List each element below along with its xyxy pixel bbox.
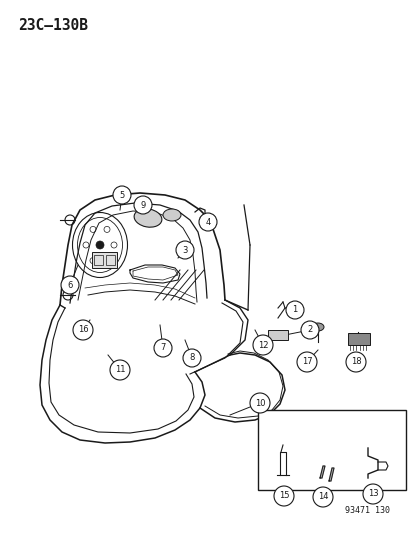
Text: 1: 1	[292, 305, 297, 314]
Circle shape	[300, 321, 318, 339]
Text: 8: 8	[189, 353, 194, 362]
Text: 15: 15	[278, 491, 289, 500]
Circle shape	[96, 241, 104, 249]
Circle shape	[249, 393, 269, 413]
Bar	[267, 330, 287, 340]
Circle shape	[285, 301, 303, 319]
Text: 12: 12	[257, 341, 268, 350]
Polygon shape	[328, 468, 333, 481]
Polygon shape	[319, 466, 324, 478]
Bar	[257, 410, 405, 490]
Bar	[92, 252, 117, 268]
Circle shape	[273, 486, 293, 506]
Circle shape	[113, 186, 131, 204]
Circle shape	[110, 360, 130, 380]
Text: 18: 18	[350, 358, 361, 367]
Text: 7: 7	[160, 343, 165, 352]
Text: 10: 10	[254, 399, 265, 408]
Ellipse shape	[311, 323, 323, 331]
Circle shape	[252, 335, 272, 355]
Ellipse shape	[163, 209, 180, 221]
Bar	[347, 333, 369, 345]
Text: 13: 13	[367, 489, 377, 498]
Text: 4: 4	[205, 217, 210, 227]
Circle shape	[296, 352, 316, 372]
Text: 3: 3	[182, 246, 187, 254]
Circle shape	[183, 349, 201, 367]
Circle shape	[154, 339, 171, 357]
Text: 93471 130: 93471 130	[344, 506, 389, 515]
Circle shape	[73, 320, 93, 340]
Circle shape	[345, 352, 365, 372]
Text: 16: 16	[78, 326, 88, 335]
Text: 9: 9	[140, 200, 145, 209]
Circle shape	[362, 484, 382, 504]
Text: 6: 6	[67, 280, 73, 289]
Ellipse shape	[134, 209, 161, 227]
Circle shape	[134, 196, 152, 214]
Circle shape	[312, 487, 332, 507]
Text: 17: 17	[301, 358, 311, 367]
Circle shape	[176, 241, 194, 259]
Text: 14: 14	[317, 492, 328, 502]
Circle shape	[61, 276, 79, 294]
Circle shape	[199, 213, 216, 231]
Bar	[106, 255, 115, 265]
Text: 2: 2	[306, 326, 312, 335]
Text: 11: 11	[114, 366, 125, 375]
Text: 5: 5	[119, 190, 124, 199]
Text: 23C–130B: 23C–130B	[18, 18, 88, 33]
Bar	[94, 255, 103, 265]
